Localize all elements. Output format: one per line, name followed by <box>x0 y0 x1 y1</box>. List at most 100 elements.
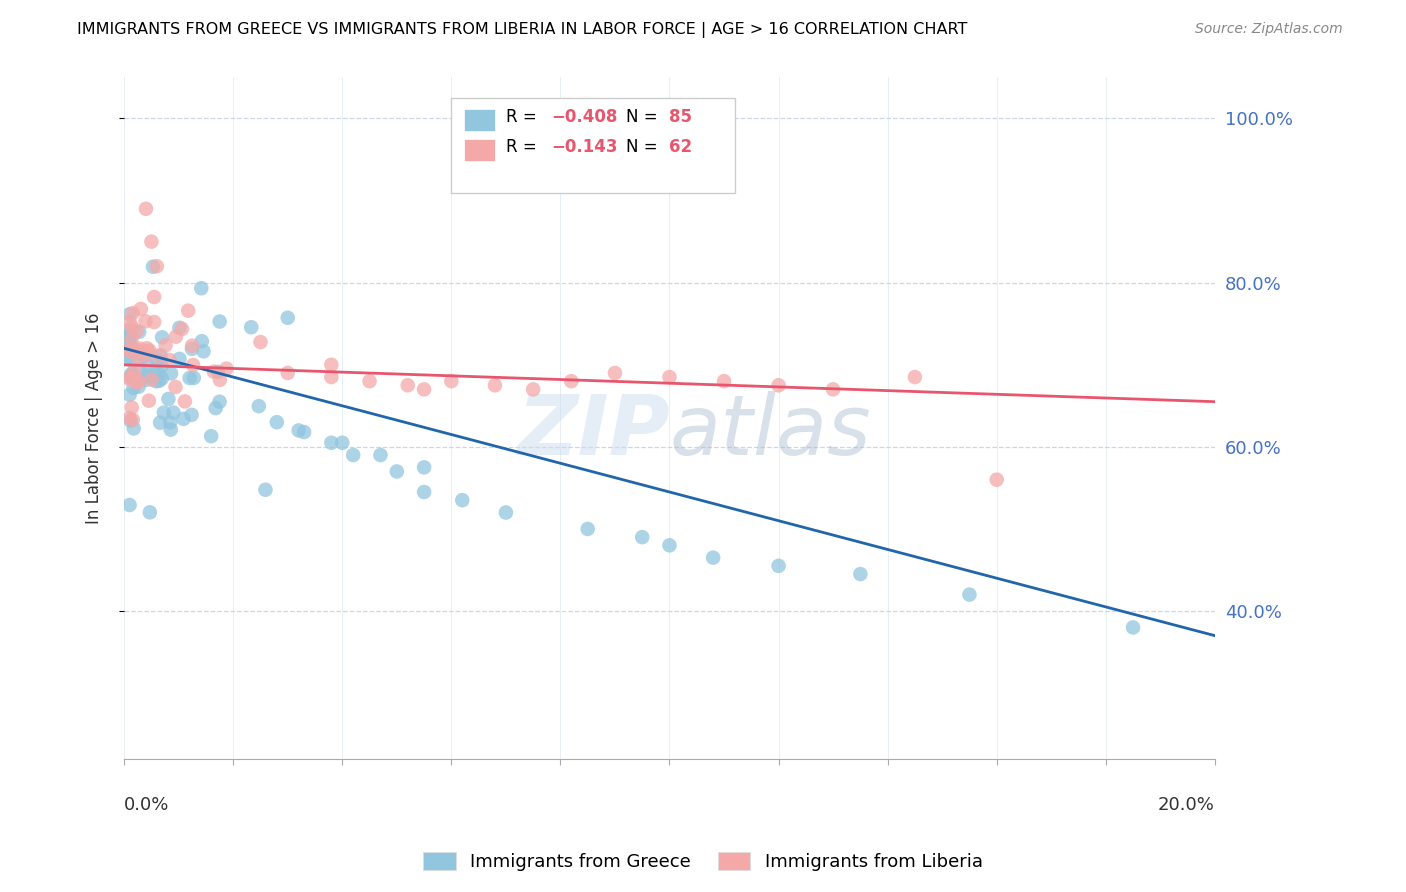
Point <box>118 372 141 386</box>
Point <box>143 315 166 329</box>
Point <box>150 371 173 385</box>
Point <box>128 380 150 394</box>
Point <box>522 383 544 397</box>
Point <box>141 373 163 387</box>
Point <box>370 448 392 462</box>
Point <box>165 380 187 394</box>
Point <box>576 522 599 536</box>
Text: 62: 62 <box>669 138 693 156</box>
Point <box>145 374 167 388</box>
Point <box>413 460 436 475</box>
Point <box>135 314 157 328</box>
Point <box>118 336 141 351</box>
Point <box>204 401 226 415</box>
Point <box>148 374 170 388</box>
Point <box>193 344 215 359</box>
Point <box>396 378 419 392</box>
Point <box>138 343 160 358</box>
Point <box>129 301 152 316</box>
Text: R =: R = <box>506 108 541 126</box>
Point <box>200 429 222 443</box>
Point <box>560 374 582 388</box>
Point <box>141 235 163 249</box>
Point <box>121 320 143 334</box>
Point <box>266 415 288 429</box>
Point <box>162 406 184 420</box>
Point <box>202 365 225 379</box>
Point <box>181 342 204 356</box>
Point <box>138 393 160 408</box>
Point <box>120 413 142 427</box>
Point <box>122 381 145 395</box>
Point <box>207 365 229 379</box>
Point <box>215 361 238 376</box>
Point <box>118 353 141 368</box>
Point <box>143 290 166 304</box>
Point <box>247 399 270 413</box>
Point <box>277 310 299 325</box>
Point <box>413 485 436 500</box>
Point <box>122 343 145 357</box>
Point <box>208 373 231 387</box>
Point <box>128 346 150 360</box>
Point <box>135 348 157 362</box>
Point <box>121 367 143 381</box>
Point <box>149 348 172 362</box>
Point <box>174 394 197 409</box>
Point <box>132 350 155 364</box>
Text: 85: 85 <box>669 108 693 126</box>
Point <box>190 281 212 295</box>
Point <box>122 365 145 379</box>
Point <box>125 324 148 338</box>
Point <box>169 351 191 366</box>
Point <box>142 260 165 274</box>
Point <box>138 368 160 383</box>
Point <box>180 408 202 422</box>
Y-axis label: In Labor Force | Age > 16: In Labor Force | Age > 16 <box>86 312 103 524</box>
Point <box>118 388 141 402</box>
Point <box>118 344 141 359</box>
Point <box>120 368 142 383</box>
Point <box>159 423 181 437</box>
Point <box>120 370 142 384</box>
Text: atlas: atlas <box>669 392 872 472</box>
Point <box>484 378 506 392</box>
Point <box>149 416 172 430</box>
Point <box>128 361 150 376</box>
Point <box>181 358 204 372</box>
Point <box>208 394 231 409</box>
Text: N =: N = <box>626 108 662 126</box>
Point <box>208 314 231 328</box>
Point <box>127 343 149 357</box>
Point <box>179 371 201 385</box>
Point <box>136 359 159 373</box>
Point <box>127 350 149 364</box>
Point <box>118 323 141 337</box>
Point <box>122 413 145 427</box>
Point <box>118 332 141 346</box>
Point <box>118 332 141 346</box>
Point <box>148 367 170 381</box>
Point <box>121 401 143 415</box>
Point <box>128 325 150 339</box>
Point <box>121 332 143 346</box>
Point <box>146 353 169 368</box>
Point <box>150 359 173 373</box>
Text: 0.0%: 0.0% <box>124 797 170 814</box>
Point <box>603 366 626 380</box>
Point <box>658 370 681 384</box>
Text: Source: ZipAtlas.com: Source: ZipAtlas.com <box>1195 22 1343 37</box>
Point <box>254 483 277 497</box>
Point <box>157 392 180 406</box>
Text: ZIP: ZIP <box>517 392 669 472</box>
Point <box>128 374 150 388</box>
Text: IMMIGRANTS FROM GREECE VS IMMIGRANTS FROM LIBERIA IN LABOR FORCE | AGE > 16 CORR: IMMIGRANTS FROM GREECE VS IMMIGRANTS FRO… <box>77 22 967 38</box>
Point <box>139 505 162 519</box>
Point <box>169 320 191 334</box>
Point <box>183 371 205 385</box>
Text: N =: N = <box>626 138 662 156</box>
Point <box>165 329 187 343</box>
Point <box>359 374 381 388</box>
Text: 20.0%: 20.0% <box>1159 797 1215 814</box>
Point <box>170 322 193 336</box>
